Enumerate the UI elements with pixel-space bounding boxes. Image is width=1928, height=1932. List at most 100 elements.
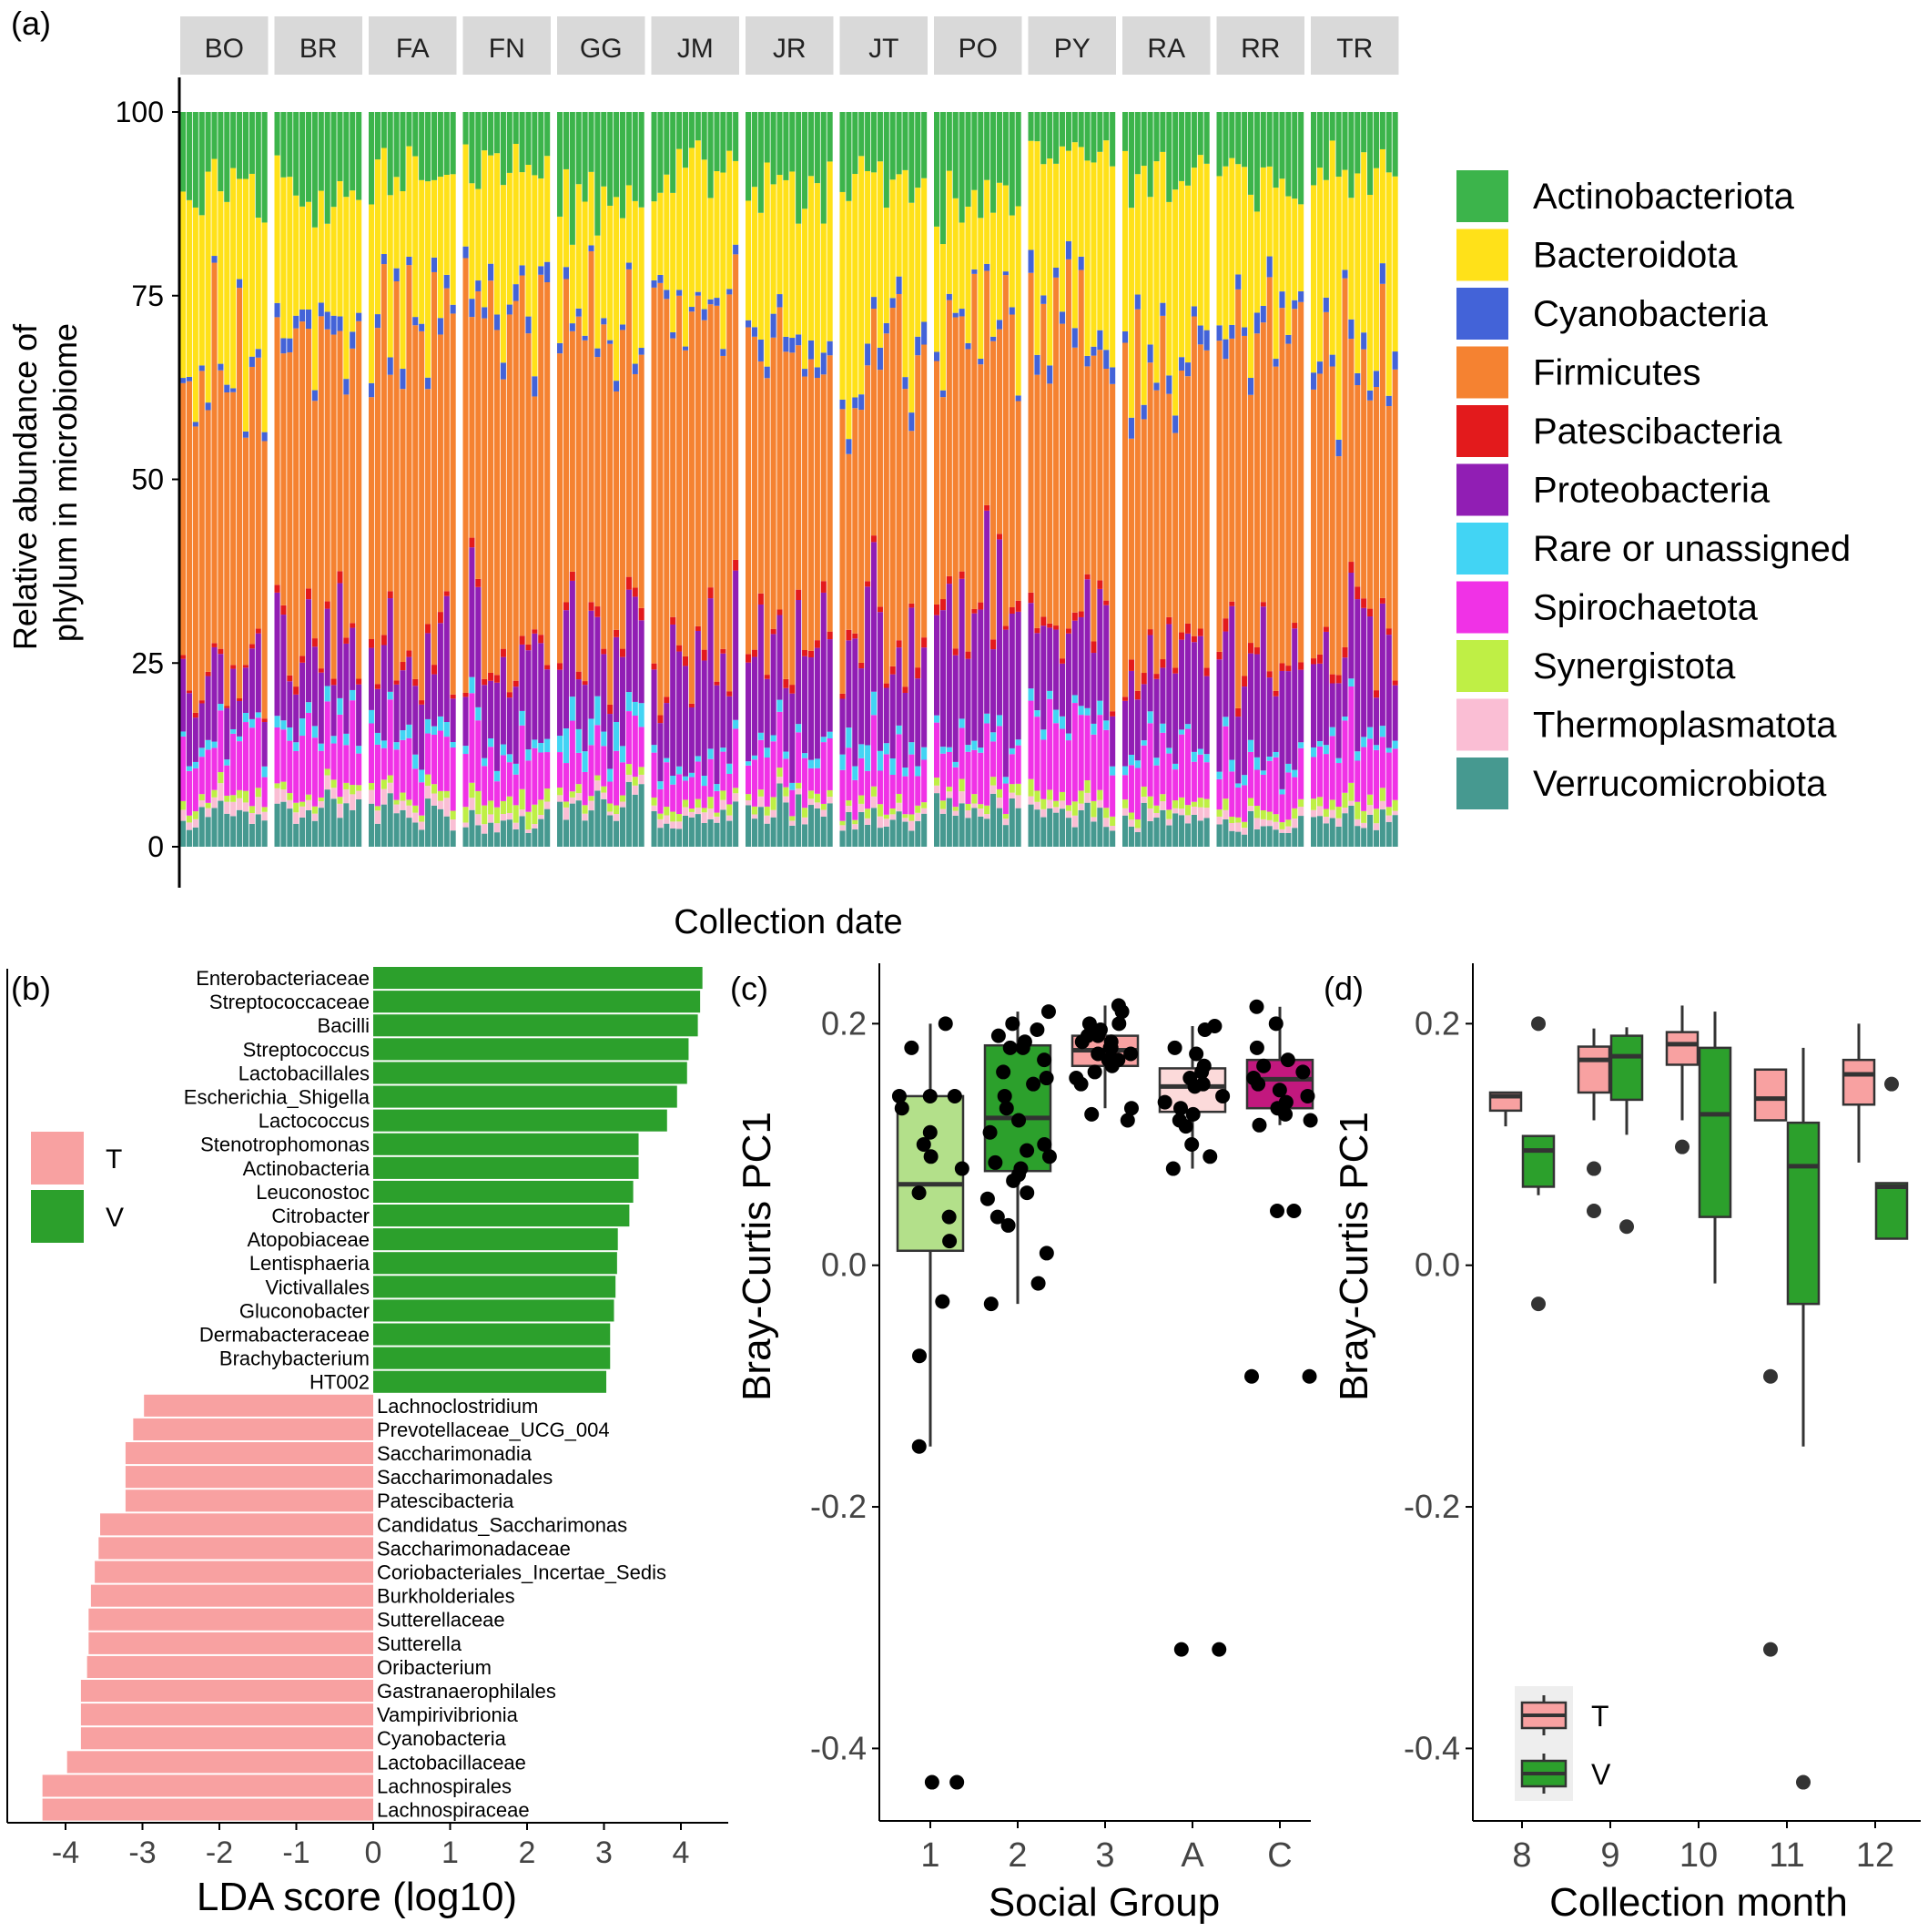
bar-segment-JT-10	[902, 377, 908, 390]
bar-segment-BR-10	[337, 803, 343, 819]
bar-segment-BR-0	[274, 727, 280, 784]
bar-segment-BR-11	[343, 745, 350, 783]
bar-segment-FA-8	[419, 829, 425, 847]
bar-segment-BO-8	[230, 168, 237, 389]
bar-segment-JR-2	[757, 340, 764, 361]
bar-segment-RR-11	[1285, 196, 1292, 335]
bar-segment-GG-1	[563, 801, 569, 808]
bar-segment-BO-6	[218, 772, 224, 784]
bar-segment-FN-8	[512, 144, 519, 285]
bar-segment-FA-12	[443, 274, 450, 289]
bar-segment-BO-2	[192, 422, 198, 427]
bar-segment-PO-10	[996, 808, 1003, 847]
bar-segment-RA-6	[1160, 794, 1166, 802]
bar-segment-TR-7	[1355, 372, 1361, 385]
bar-segment-RA-12	[1197, 325, 1203, 345]
bar-segment-PY-1	[1034, 627, 1040, 634]
bar-segment-GG-0	[557, 795, 563, 802]
lda-bar-4	[373, 1062, 687, 1084]
bar-segment-RA-6	[1160, 302, 1166, 316]
bar-segment-PY-6	[1065, 810, 1071, 819]
point-C-3	[1280, 1052, 1295, 1068]
bar-segment-JR-0	[746, 800, 752, 806]
bar-segment-RR-5	[1247, 394, 1254, 644]
bar-segment-PO-5	[965, 658, 971, 746]
bar-segment-JT-1	[846, 800, 852, 807]
bar-segment-JM-2	[664, 823, 670, 847]
bar-segment-FN-6	[500, 656, 506, 745]
bar-segment-GG-12	[632, 587, 638, 597]
bar-segment-RR-8	[1266, 256, 1273, 278]
bar-segment-JM-8	[701, 822, 707, 847]
bar-segment-RR-12	[1292, 112, 1298, 199]
bar-segment-PO-1	[939, 610, 946, 747]
lda-bar-12	[373, 1252, 617, 1275]
x-tick-label: -2	[206, 1835, 233, 1870]
bar-segment-PO-10	[996, 726, 1003, 789]
bar-segment-FN-13	[544, 112, 551, 157]
lda-label-2: Bacilli	[318, 1014, 370, 1037]
bar-segment-FA-5	[400, 191, 406, 370]
bar-segment-GG-13	[638, 607, 644, 621]
bar-segment-GG-10	[619, 656, 626, 747]
bar-segment-BO-6	[218, 783, 224, 801]
bar-segment-PY-1	[1034, 801, 1040, 810]
bar-segment-JR-9	[802, 208, 808, 370]
bar-segment-FA-7	[412, 822, 419, 847]
bar-segment-JM-3	[670, 811, 676, 822]
bar-segment-PY-5	[1059, 791, 1066, 801]
x-tick-label: C	[1267, 1836, 1292, 1875]
bar-segment-BR-9	[330, 685, 337, 737]
bar-segment-FN-1	[469, 782, 475, 798]
bar-segment-PO-12	[1009, 314, 1015, 608]
bar-segment-BR-7	[318, 316, 324, 669]
y-ticks: -0.4-0.20.00.2	[1404, 1004, 1473, 1766]
bar-segment-FA-12	[443, 591, 450, 596]
bar-segment-TR-6	[1348, 319, 1355, 340]
panel-label-c: (c)	[730, 970, 768, 1007]
bar-segment-JM-3	[670, 616, 676, 625]
bar-segment-BR-9	[330, 736, 337, 744]
bar-segment-FN-8	[512, 774, 519, 806]
bar-segment-JT-3	[858, 668, 865, 745]
bar-segment-BO-13	[261, 441, 268, 719]
bar-segment-FN-12	[538, 266, 544, 275]
x-tick-label: 2	[519, 1835, 536, 1870]
bar-segment-BO-9	[237, 736, 243, 742]
bar-segment-GG-3	[575, 793, 582, 801]
bar-segment-PY-2	[1040, 817, 1047, 847]
bar-segment-JM-6	[688, 147, 695, 308]
bar-segment-JT-3	[858, 156, 865, 395]
bar-segment-RR-6	[1253, 647, 1260, 655]
bar-segment-JR-3	[764, 675, 770, 679]
bar-segment-BR-11	[343, 803, 350, 847]
bar-segment-JM-0	[651, 201, 657, 280]
bar-segment-RR-9	[1273, 696, 1279, 752]
bar-segment-PY-10	[1091, 800, 1097, 818]
bar-segment-TR-4	[1335, 112, 1342, 178]
bar-segment-JT-5	[870, 786, 878, 797]
bar-segment-TR-4	[1335, 818, 1342, 827]
bar-segment-FN-10	[525, 749, 532, 761]
bar-segment-FA-10	[431, 805, 438, 847]
bar-segment-JR-12	[820, 803, 827, 810]
bar-segment-TR-11	[1379, 809, 1385, 847]
bar-segment-JR-7	[789, 825, 796, 847]
bar-segment-GG-9	[614, 813, 620, 821]
bar-segment-GG-0	[557, 353, 563, 664]
bar-segment-JM-0	[651, 280, 657, 288]
bar-segment-JR-7	[789, 352, 796, 686]
bar-segment-JT-2	[852, 397, 858, 409]
bar-segment-JM-3	[670, 821, 676, 829]
bar-segment-JT-12	[915, 112, 921, 188]
bar-segment-PO-10	[996, 797, 1003, 808]
bar-segment-GG-3	[575, 112, 582, 185]
bar-segment-JT-12	[915, 336, 921, 356]
bar-segment-BR-4	[299, 801, 306, 807]
bar-segment-PO-3	[952, 198, 959, 313]
bar-segment-JR-2	[757, 604, 764, 733]
bar-segment-FA-10	[431, 734, 438, 785]
bar-segment-JM-11	[720, 648, 726, 654]
bar-segment-RA-7	[1166, 809, 1172, 819]
